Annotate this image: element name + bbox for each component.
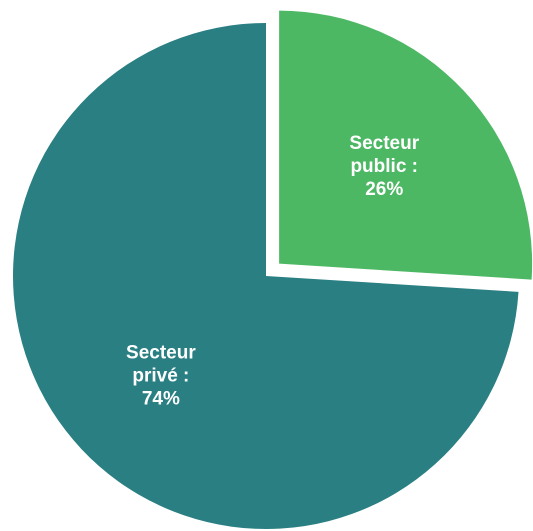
pie-slice-0 <box>279 10 533 280</box>
slice-label-line: Secteur <box>349 133 419 154</box>
slice-label-line: Secteur <box>126 343 196 364</box>
slice-label-line: public : <box>350 156 418 177</box>
slice-label-1: Secteur privé :74% <box>126 343 196 410</box>
slice-label-line: 74% <box>142 389 180 410</box>
slice-label-0: Secteur public :26% <box>349 133 419 200</box>
pie-slice-1 <box>13 23 519 530</box>
slice-label-line: privé : <box>132 366 189 387</box>
slice-label-line: 26% <box>365 179 403 200</box>
